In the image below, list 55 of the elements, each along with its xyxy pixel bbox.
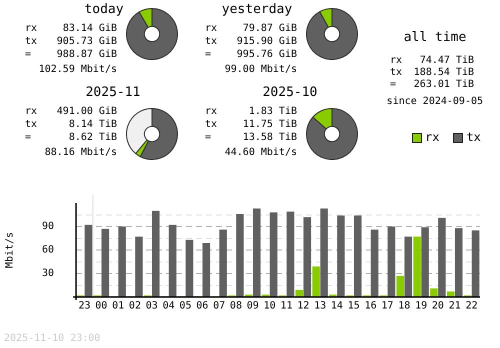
x-tick-label: 01 bbox=[112, 300, 124, 312]
text: tx 8.14 TiB bbox=[25, 119, 117, 130]
legend-label: tx bbox=[465, 130, 481, 144]
chart-title: today bbox=[84, 2, 124, 17]
text: 88.16 Mbit/s bbox=[44, 147, 117, 158]
x-tick-label: 22 bbox=[466, 300, 478, 312]
x-tick-label: 21 bbox=[448, 300, 461, 312]
text: rx 79.87 GiB bbox=[205, 23, 297, 34]
text: rx 1.83 TiB bbox=[205, 106, 297, 117]
x-tick-label: 09 bbox=[246, 300, 259, 312]
chart-title: 2025-11 bbox=[86, 85, 140, 100]
x-tick-label: 05 bbox=[179, 300, 192, 312]
text: = 995.76 GiB bbox=[205, 49, 297, 60]
legend-label: rx bbox=[424, 130, 440, 144]
y-axis-title: Mbit/s bbox=[4, 232, 16, 268]
chart-title: 2025-10 bbox=[262, 85, 318, 100]
text: = 988.87 GiB bbox=[25, 49, 117, 60]
x-tick-label: 15 bbox=[348, 300, 360, 312]
text: tx 905.73 GiB bbox=[25, 36, 117, 47]
x-tick-label: 13 bbox=[314, 300, 326, 312]
x-tick-label: 23 bbox=[78, 300, 90, 312]
x-tick-label: 12 bbox=[297, 300, 310, 312]
x-tick-label: 17 bbox=[381, 300, 394, 312]
x-tick-label: 20 bbox=[432, 300, 444, 312]
text: tx 11.75 TiB bbox=[205, 119, 297, 130]
text: since 2024-09-05 bbox=[386, 96, 483, 107]
x-tick-label: 00 bbox=[95, 300, 108, 312]
text: 102.59 Mbit/s bbox=[38, 64, 117, 75]
y-tick-label: 30 bbox=[42, 268, 54, 280]
x-tick-label: 08 bbox=[230, 300, 242, 312]
text: 44.60 Mbit/s bbox=[224, 147, 297, 158]
text: rx 491.00 GiB bbox=[25, 106, 117, 117]
x-tick-label: 07 bbox=[213, 300, 226, 312]
text: 99.00 Mbit/s bbox=[224, 64, 297, 75]
x-tick-label: 02 bbox=[128, 300, 141, 312]
x-tick-label: 06 bbox=[196, 300, 208, 312]
x-tick-label: 14 bbox=[330, 300, 343, 312]
x-tick-label: 18 bbox=[398, 300, 410, 312]
x-tick-label: 11 bbox=[280, 300, 292, 312]
text: = 13.58 TiB bbox=[205, 132, 297, 143]
text: rx 74.47 TiB bbox=[390, 55, 474, 66]
x-tick-label: 19 bbox=[415, 300, 428, 312]
text: tx 915.90 GiB bbox=[205, 36, 297, 47]
x-tick-label: 16 bbox=[364, 300, 377, 312]
y-tick-label: 60 bbox=[42, 244, 54, 256]
text: rx 83.14 GiB bbox=[25, 23, 117, 34]
chart-title: yesterday bbox=[222, 2, 292, 17]
x-tick-label: 03 bbox=[146, 300, 158, 312]
text: = 263.01 TiB bbox=[390, 79, 474, 90]
text: tx 188.54 TiB bbox=[390, 67, 474, 78]
x-tick-label: 10 bbox=[264, 300, 276, 312]
text: = 8.62 TiB bbox=[25, 132, 117, 143]
text: all time bbox=[404, 30, 466, 45]
x-tick-label: 04 bbox=[162, 300, 175, 312]
y-tick-label: 90 bbox=[42, 221, 54, 232]
